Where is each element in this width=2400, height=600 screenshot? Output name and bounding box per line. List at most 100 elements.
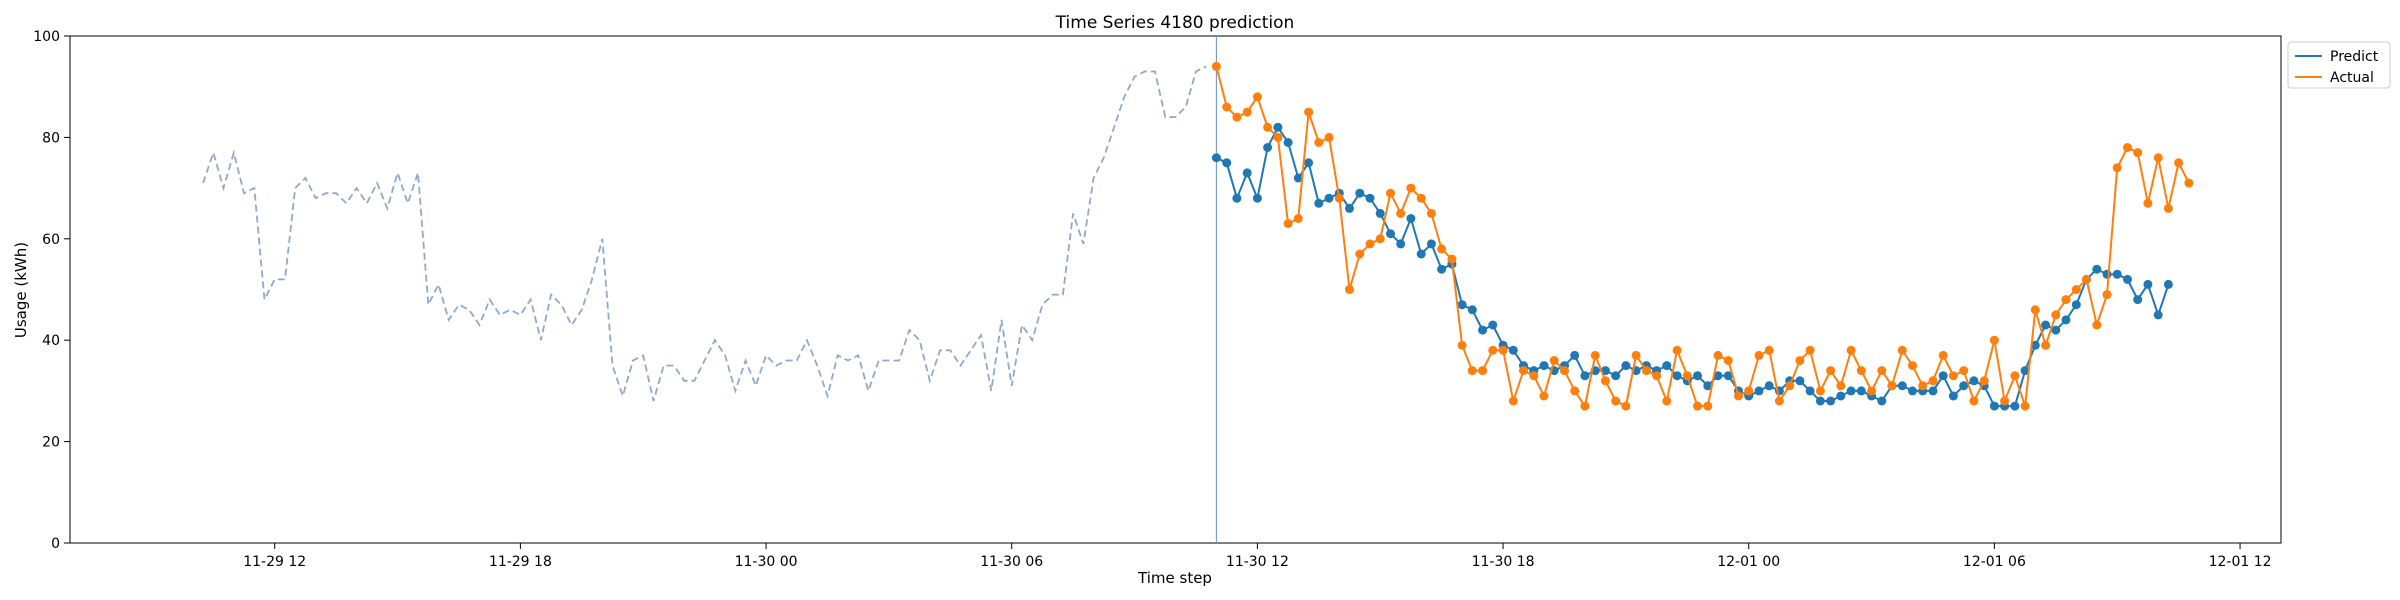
- actual-point: [2082, 274, 2091, 284]
- actual-point: [1406, 183, 1416, 193]
- predict-point: [2133, 295, 2143, 305]
- legend: Predict Actual: [2287, 41, 2391, 89]
- actual-point: [1304, 107, 1314, 117]
- actual-point: [1611, 396, 1621, 406]
- predict-point: [1324, 193, 1334, 203]
- predict-point: [1396, 239, 1406, 249]
- actual-point: [1580, 401, 1590, 411]
- predict-point: [1252, 193, 1262, 203]
- x-tick-label: 11-29 18: [489, 554, 552, 570]
- actual-point: [1969, 396, 1979, 406]
- actual-point: [1652, 371, 1662, 381]
- actual-point: [1867, 386, 1877, 396]
- predict-point: [1826, 396, 1836, 406]
- actual-point: [1232, 112, 1242, 122]
- predict-point: [1355, 188, 1365, 198]
- predict-point: [1693, 371, 1702, 381]
- actual-point: [2112, 163, 2122, 173]
- actual-point: [1631, 350, 1641, 360]
- predict-point: [1662, 361, 1672, 371]
- y-axis-label: Usage (kWh): [12, 242, 30, 338]
- legend-label-predict: Predict: [2330, 49, 2379, 65]
- predict-point: [2071, 300, 2081, 310]
- actual-point: [1426, 208, 1436, 218]
- actual-point: [1273, 132, 1283, 142]
- predict-point: [2102, 269, 2112, 279]
- predict-point: [1764, 381, 1774, 391]
- actual-point: [1826, 366, 1836, 376]
- actual-point: [1211, 61, 1221, 71]
- predict-point: [1969, 376, 1979, 386]
- predict-point: [1580, 371, 1590, 381]
- predict-point: [2163, 279, 2173, 289]
- x-tick-label: 12-01 12: [2209, 554, 2272, 570]
- actual-point: [1498, 345, 1508, 355]
- actual-point: [1703, 401, 1713, 411]
- predict-point: [2112, 269, 2122, 279]
- predict-point: [1478, 325, 1488, 335]
- predict-point: [1795, 376, 1805, 386]
- x-axis-label: Time step: [1137, 569, 1212, 587]
- predict-point: [1375, 208, 1385, 218]
- predict-point: [1959, 381, 1969, 391]
- actual-point: [2163, 203, 2173, 213]
- actual-point: [1488, 345, 1498, 355]
- predict-point: [1211, 153, 1221, 163]
- actual-point: [1621, 401, 1631, 411]
- actual-point: [1713, 350, 1723, 360]
- actual-point: [1457, 340, 1467, 350]
- x-tick-label: 11-30 06: [980, 554, 1043, 570]
- actual-point: [1979, 376, 1989, 386]
- actual-point: [1375, 234, 1385, 244]
- actual-point: [1682, 371, 1692, 381]
- predict-point: [1836, 391, 1846, 401]
- actual-point: [2092, 320, 2102, 330]
- actual-point: [1662, 396, 1672, 406]
- predict-point: [1815, 396, 1825, 406]
- predict-point: [1365, 193, 1375, 203]
- predict-point: [2123, 274, 2132, 284]
- y-tick-label: 80: [42, 130, 60, 146]
- predict-point: [1467, 305, 1477, 315]
- predict-point: [1508, 345, 1518, 355]
- actual-point: [1549, 356, 1559, 365]
- actual-point: [1846, 345, 1856, 355]
- actual-point: [1887, 381, 1897, 391]
- predict-point: [1263, 143, 1273, 152]
- actual-point: [2061, 295, 2071, 305]
- actual-point: [1908, 361, 1917, 371]
- actual-point: [1365, 239, 1375, 249]
- y-tick-label: 20: [42, 435, 60, 451]
- actual-point: [1437, 244, 1447, 254]
- actual-point: [1570, 386, 1580, 396]
- predict-point: [1754, 386, 1764, 396]
- actual-point: [1324, 132, 1334, 142]
- actual-point: [1959, 366, 1969, 376]
- actual-point: [2071, 285, 2081, 294]
- predict-point: [1314, 198, 1324, 208]
- actual-point: [1897, 345, 1907, 355]
- predict-point: [1856, 386, 1866, 396]
- predict-point: [1948, 391, 1958, 401]
- predict-point: [1570, 350, 1580, 360]
- actual-point: [1314, 138, 1324, 147]
- predict-point: [1416, 249, 1426, 259]
- actual-point: [1293, 214, 1303, 223]
- actual-point: [1355, 249, 1365, 259]
- actual-point: [1948, 371, 1958, 381]
- actual-point: [1734, 391, 1743, 401]
- predict-point: [1908, 386, 1917, 396]
- actual-point: [2020, 401, 2030, 411]
- actual-point: [1989, 335, 1999, 345]
- actual-point: [1222, 102, 1232, 112]
- actual-point: [1416, 193, 1426, 203]
- predict-point: [1242, 168, 1252, 178]
- predict-point: [1672, 371, 1682, 381]
- actual-point: [1856, 366, 1866, 376]
- actual-point: [1764, 345, 1774, 355]
- predict-point: [2010, 401, 2020, 411]
- predict-point: [2153, 310, 2163, 320]
- actual-point: [2102, 290, 2112, 300]
- y-tick-label: 0: [51, 536, 60, 552]
- actual-point: [1744, 386, 1754, 396]
